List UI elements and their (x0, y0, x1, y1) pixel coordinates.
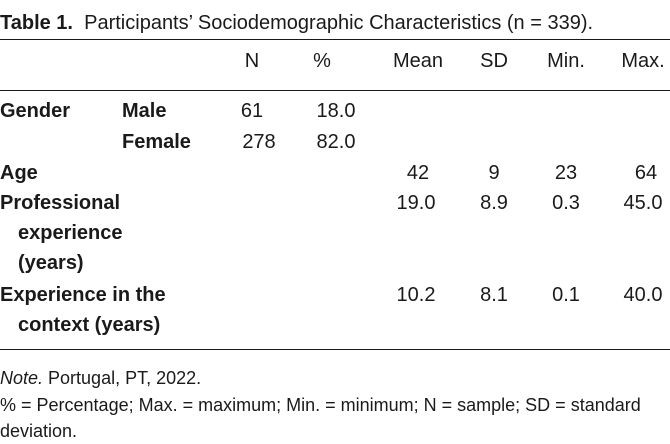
age-sd: 9 (488, 162, 500, 184)
row-sublabel-female: Female (122, 131, 191, 153)
col-header-min: Min. (547, 50, 585, 72)
row-label-age: Age (0, 162, 38, 184)
table-note: Note. Portugal, PT, 2022. (0, 365, 201, 391)
bottom-rule (0, 349, 670, 350)
row-label-gender: Gender (0, 100, 71, 122)
header-rule (0, 90, 670, 91)
age-max: 64 (634, 162, 658, 184)
row-label-professional-1: Professional (0, 192, 121, 214)
note-text: Portugal, PT, 2022. (43, 368, 202, 388)
row-sublabel-male: Male (122, 100, 167, 122)
col-header-n: N (244, 50, 260, 72)
row-label-context-2: context (years) (18, 314, 161, 336)
context-sd: 8.1 (480, 284, 508, 306)
professional-mean: 19.0 (396, 192, 436, 214)
professional-max: 45.0 (623, 192, 663, 214)
note-label: Note. (0, 368, 44, 388)
row-label-professional-3: (years) (18, 252, 84, 274)
professional-sd: 8.9 (480, 192, 508, 214)
male-n: 61 (240, 100, 264, 122)
age-min: 23 (554, 162, 578, 184)
table-title: Table 1. Participants’ Sociodemographic … (0, 10, 593, 36)
col-header-percent: % (313, 50, 331, 72)
row-label-context-1: Experience in the (0, 284, 166, 306)
male-percent: 18.0 (316, 100, 356, 122)
context-max: 40.0 (623, 284, 663, 306)
table-abbreviations: % = Percentage; Max. = maximum; Min. = m… (0, 395, 641, 441)
row-label-professional-2: experience (18, 222, 123, 244)
female-n: 278 (242, 131, 276, 153)
table-caption: Participants’ Sociodemographic Character… (84, 12, 594, 34)
col-header-mean: Mean (392, 50, 444, 72)
female-percent: 82.0 (316, 131, 356, 153)
top-rule (0, 39, 670, 40)
context-mean: 10.2 (396, 284, 436, 306)
col-header-max: Max. (621, 50, 665, 72)
context-min: 0.1 (552, 284, 580, 306)
table-number: Table 1. (0, 12, 73, 34)
professional-min: 0.3 (552, 192, 580, 214)
age-mean: 42 (406, 162, 430, 184)
col-header-sd: SD (480, 50, 508, 72)
